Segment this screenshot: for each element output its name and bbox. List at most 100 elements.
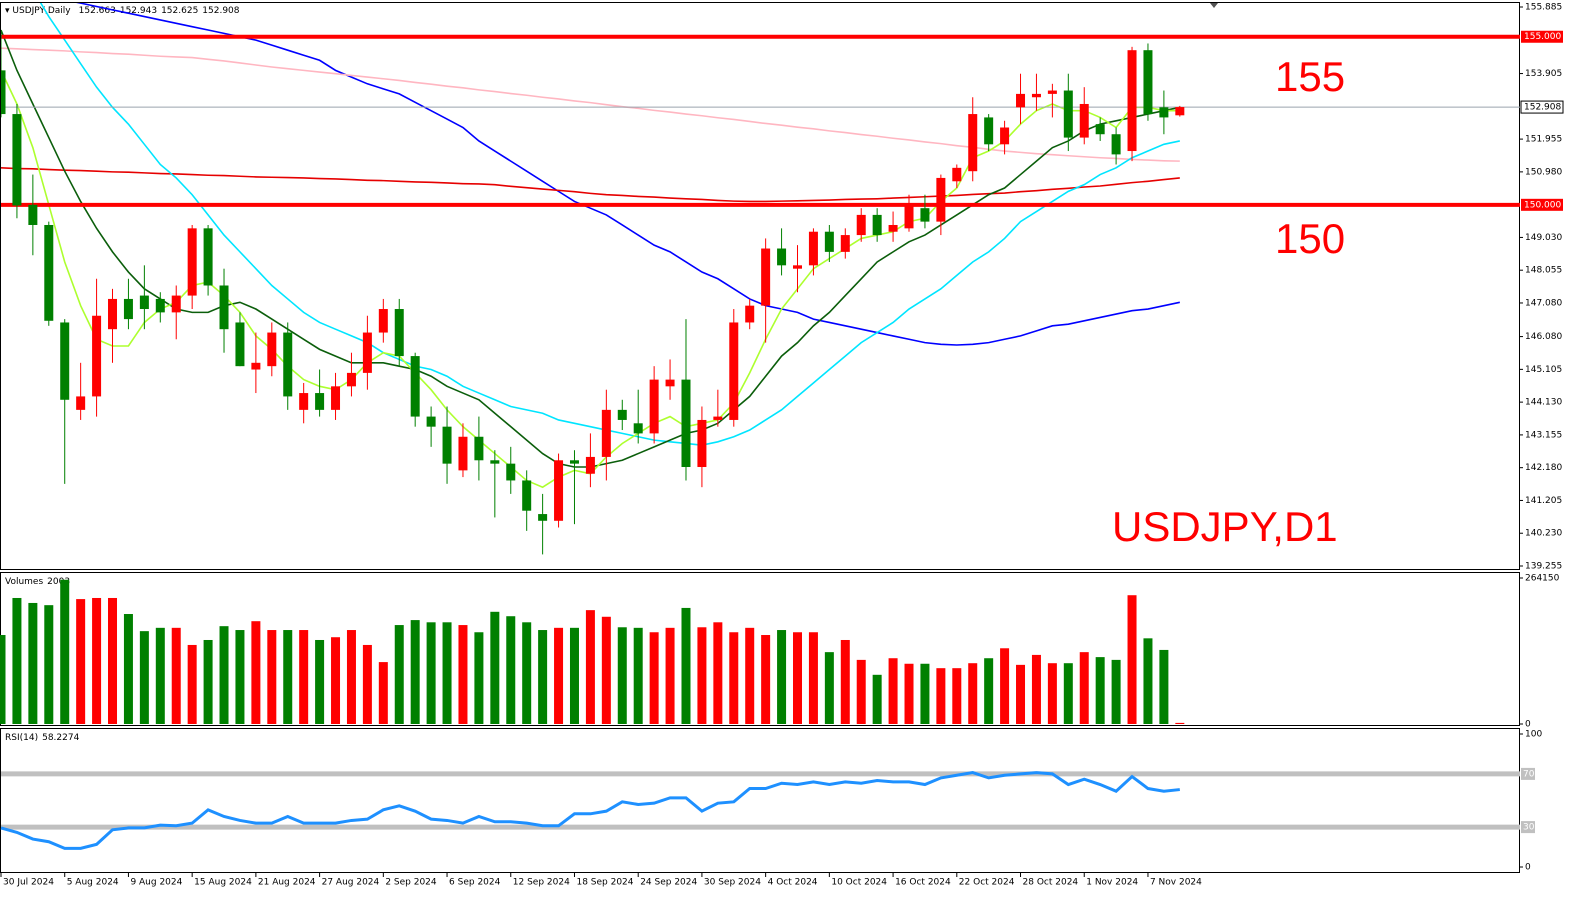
y-tick-label: 148.055 (1525, 266, 1562, 276)
moving-average (39, 3, 1180, 446)
candle-body (1063, 90, 1073, 138)
candle-body (1095, 124, 1105, 135)
volume-bar (729, 632, 739, 724)
x-tick-label: 27 Aug 2024 (322, 878, 380, 888)
volume-bar (155, 627, 165, 724)
candle-body (203, 228, 213, 286)
candle-body (777, 248, 787, 266)
x-tick-label: 30 Jul 2024 (3, 878, 54, 888)
x-tick-label: 5 Aug 2024 (67, 878, 119, 888)
x-tick-label: 1 Nov 2024 (1086, 878, 1138, 888)
candle-body (506, 463, 516, 481)
candle-body (123, 298, 133, 320)
volume-bar (267, 630, 277, 724)
level-label: 155.000 (1524, 32, 1561, 42)
candle-body (808, 231, 818, 266)
y-tick-label: 0 (1525, 863, 1531, 873)
x-tick-label: 7 Nov 2024 (1150, 878, 1202, 888)
candle-body (681, 379, 691, 468)
volume-bar (1175, 722, 1185, 724)
volume-bar (777, 630, 787, 724)
volume-bar (378, 662, 388, 724)
candle-body (697, 419, 707, 468)
candle-body (904, 204, 914, 229)
candle-body (108, 298, 118, 330)
volume-bar (697, 627, 707, 724)
y-tick-label: 70 (1523, 769, 1535, 779)
x-tick-label: 16 Oct 2024 (895, 878, 951, 888)
candle-body (378, 309, 388, 333)
candle-body (665, 379, 675, 387)
candle-body (872, 214, 882, 236)
level-label: 150.000 (1524, 200, 1561, 210)
volume-bar (1143, 638, 1153, 724)
moving-average (1, 167, 1180, 203)
y-tick-label: 100 (1525, 730, 1542, 740)
x-tick-label: 21 Aug 2024 (258, 878, 316, 888)
volume-bar (522, 622, 532, 724)
candle-body (44, 224, 54, 321)
candle-body (28, 204, 38, 225)
volume-bar (1159, 649, 1169, 724)
candle-body (155, 298, 165, 313)
high: 152.943 (120, 6, 157, 16)
volume-bar (1031, 654, 1041, 724)
volume-bar (346, 630, 356, 724)
volume-bar (554, 627, 564, 724)
candle-body (92, 315, 102, 397)
moving-average (1, 47, 1180, 162)
y-tick-label: 139.255 (1525, 562, 1562, 572)
candle-body (1079, 103, 1089, 138)
candle-body (76, 396, 86, 410)
volume-bar (490, 611, 500, 724)
candle-body (1127, 50, 1137, 152)
volume-bar (904, 663, 914, 724)
candle-body (585, 456, 595, 474)
candle-body (920, 208, 930, 222)
volume-bar (569, 627, 579, 724)
x-tick-label: 28 Oct 2024 (1023, 878, 1079, 888)
volume-bar (585, 610, 595, 724)
candle-body (888, 224, 898, 232)
volume-bar (888, 658, 898, 724)
volume-bar (1095, 657, 1105, 724)
volume-bar (474, 632, 484, 724)
candle-body (12, 114, 22, 206)
candle-body (1000, 127, 1010, 145)
volume-bar (283, 630, 293, 724)
candle-body (824, 231, 834, 252)
volume-bar (920, 663, 930, 724)
x-tick-label: 24 Sep 2024 (640, 878, 697, 888)
volume-bar (761, 635, 771, 724)
open: 152.663 (79, 6, 116, 16)
volume-bar (840, 639, 850, 724)
volume-bar (649, 632, 659, 724)
rsi-title: RSI(14) (5, 733, 38, 743)
volume-bar (1111, 659, 1121, 724)
x-tick-label: 10 Oct 2024 (831, 878, 887, 888)
volume-bar (968, 663, 978, 724)
volume-bar (60, 579, 70, 724)
annotation: 155 (1275, 53, 1345, 100)
rsi-last: 58.2274 (42, 733, 79, 743)
y-tick-label: 145.105 (1525, 365, 1562, 375)
volume-bar (872, 674, 882, 724)
candle-body (219, 285, 229, 330)
candle-body (538, 514, 548, 521)
candle-body (442, 426, 452, 464)
y-tick-label: 30 (1523, 823, 1535, 833)
candle-body (331, 386, 341, 410)
moving-average (76, 3, 1180, 346)
candle-body (458, 436, 468, 471)
candle-body (554, 460, 564, 521)
volume-bar (108, 597, 118, 724)
candle-body (522, 480, 532, 511)
x-tick-label: 12 Sep 2024 (513, 878, 570, 888)
volume-bar (633, 627, 643, 724)
candle-body (187, 228, 197, 296)
candle-body (601, 409, 611, 457)
candle-body (840, 235, 850, 252)
volume-bar (76, 599, 86, 724)
rsi-line (0, 771, 1180, 850)
